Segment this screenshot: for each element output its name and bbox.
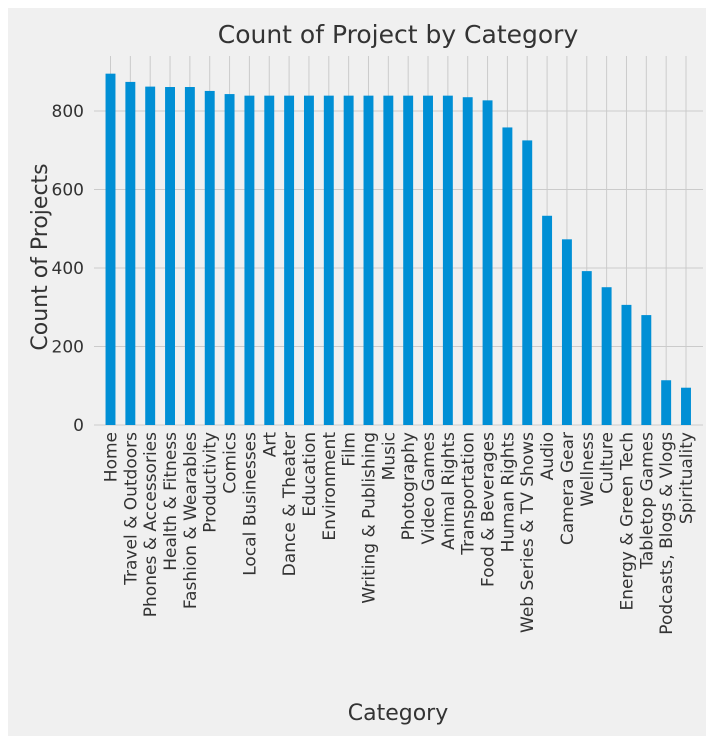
bar [145, 86, 156, 426]
bars [105, 73, 691, 426]
y-tick-label: 200 [52, 337, 84, 357]
x-tick-label: Audio [538, 432, 558, 480]
bar [264, 95, 275, 425]
y-tick-label: 800 [52, 102, 84, 122]
y-tick-label: 400 [52, 259, 84, 279]
bar [621, 304, 632, 425]
bar [204, 90, 215, 426]
bar [224, 94, 235, 425]
x-tick-label: Travel & Outdoors [121, 432, 141, 586]
x-tick-label: Productivity [201, 432, 221, 533]
bar [284, 95, 295, 425]
x-tick-label: Dance & Theater [280, 432, 300, 576]
y-axis-label: Count of Projects [28, 163, 53, 350]
bar [542, 215, 553, 425]
y-tick-labels: 0 200 400 600 800 [52, 102, 84, 436]
x-tick-label: Local Businesses [240, 432, 260, 576]
x-tick-label: Environment [320, 432, 340, 541]
bar [641, 315, 652, 425]
x-tick-label: Comics [221, 432, 241, 494]
bar [323, 95, 334, 425]
bar [403, 95, 414, 425]
x-tick-label: Film [340, 432, 360, 467]
plot-area [94, 56, 703, 425]
bar [105, 73, 116, 426]
x-tick-label: Tabletop Games [637, 432, 657, 570]
x-tick-label: Animal Rights [439, 432, 459, 550]
bar [581, 271, 592, 425]
x-tick-label: Transportation [459, 432, 479, 556]
bar [482, 100, 493, 425]
x-tick-label: Art [260, 432, 280, 458]
bar [502, 127, 513, 426]
x-tick-label: Photography [399, 432, 419, 540]
x-tick-label: Podcasts, Blogs & Vlogs [657, 432, 677, 635]
x-tick-label: Home [102, 432, 122, 482]
x-tick-label: Music [379, 432, 399, 480]
x-axis-label: Category [348, 701, 449, 726]
bar [184, 87, 195, 425]
x-tick-label: Web Series & TV Shows [518, 432, 538, 633]
x-tick-label: Education [300, 432, 320, 517]
bar [423, 95, 433, 425]
bar [442, 95, 453, 425]
bar [462, 97, 473, 426]
bar [244, 95, 255, 425]
bar [681, 387, 691, 425]
x-tick-label: Phones & Accessories [141, 432, 161, 617]
x-tick-labels: Home Travel & Outdoors Phones & Accessorie… [102, 432, 698, 635]
bar [363, 95, 374, 425]
x-tick-label: Health & Fitness [161, 432, 181, 571]
bar [561, 239, 572, 425]
x-tick-label: Camera Gear [558, 432, 578, 545]
x-tick-label: Fashion & Wearables [181, 432, 201, 609]
x-tick-label: Spirituality [677, 432, 697, 524]
chart-title: Count of Project by Category [218, 20, 579, 49]
x-tick-label: Culture [598, 432, 618, 494]
x-tick-label: Energy & Green Tech [617, 432, 637, 611]
x-tick-label: Food & Beverages [479, 432, 499, 587]
bar [165, 87, 175, 425]
bar [601, 287, 612, 425]
y-tick-label: 0 [73, 416, 84, 436]
bar [125, 81, 136, 425]
y-tick-label: 600 [52, 180, 84, 200]
bar [522, 140, 533, 426]
x-tick-label: Human Rights [498, 432, 518, 552]
bar [383, 95, 394, 425]
x-tick-label: Wellness [578, 432, 598, 507]
bar [303, 95, 314, 425]
x-tick-label: Writing & Publishing [359, 432, 379, 604]
bar [343, 95, 354, 425]
x-tick-label: Video Games [419, 432, 439, 545]
bar [661, 380, 672, 425]
